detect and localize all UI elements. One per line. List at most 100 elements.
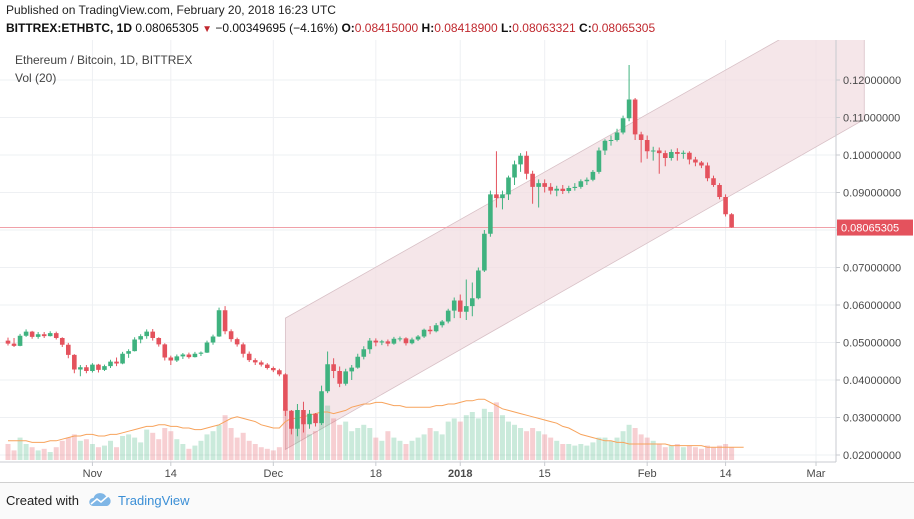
- candle-body: [632, 99, 638, 135]
- low-label: L:: [500, 21, 513, 35]
- candle-body: [500, 194, 505, 199]
- candle-body: [421, 329, 427, 337]
- volume-bar: [487, 412, 493, 460]
- tradingview-brand-link[interactable]: TradingView: [118, 493, 190, 508]
- candle-body: [17, 335, 23, 346]
- candle-body: [120, 353, 125, 364]
- volume-bar: [692, 447, 698, 460]
- candle-body: [463, 306, 469, 312]
- candle-body: [210, 336, 216, 343]
- footer: Created with TradingView: [0, 482, 914, 519]
- volume-bar: [210, 431, 216, 460]
- candle-body: [349, 367, 355, 372]
- x-tick-label: Nov: [83, 468, 103, 480]
- low-value: 0.08063321: [512, 21, 576, 35]
- volume-bar: [373, 437, 379, 460]
- candle-body: [264, 364, 270, 368]
- volume-bar: [572, 445, 578, 460]
- volume-bar: [65, 437, 71, 460]
- candle-body: [162, 344, 168, 358]
- open-label: O:: [341, 21, 355, 35]
- candle-body: [644, 140, 650, 152]
- volume-bar: [204, 434, 210, 460]
- volume-bar: [560, 444, 566, 460]
- volume-bar: [614, 437, 620, 460]
- volume-bar: [451, 418, 457, 460]
- volume-bar: [409, 440, 415, 460]
- volume-bar: [11, 450, 17, 460]
- y-tick-label: 0.02000000: [843, 450, 901, 462]
- tradingview-cloud-icon[interactable]: [87, 492, 113, 513]
- last-price-badge: [837, 219, 913, 236]
- candle-body: [403, 338, 409, 344]
- candle-body: [488, 194, 493, 234]
- candle-body: [572, 186, 578, 188]
- volume-bar: [252, 444, 258, 460]
- volume-bar: [367, 428, 373, 460]
- volume-bar: [566, 444, 572, 460]
- volume-bar: [29, 447, 35, 460]
- candle-body: [59, 338, 65, 345]
- volume-bar: [162, 428, 168, 460]
- volume-bar: [481, 408, 487, 460]
- candle-body: [295, 410, 300, 429]
- volume-bar: [463, 415, 469, 460]
- volume-bar: [156, 439, 162, 460]
- close-value: 0.08065305: [591, 21, 656, 35]
- y-tick-label: 0.05000000: [843, 338, 901, 350]
- volume-bar: [711, 447, 717, 460]
- candle-body: [47, 333, 53, 337]
- volume-bar: [704, 445, 710, 460]
- volume-bar: [114, 447, 120, 460]
- candle-body: [385, 341, 391, 344]
- created-with-text: Created with: [6, 493, 79, 508]
- candle-body: [192, 353, 198, 358]
- x-tick-label: Mar: [807, 468, 826, 480]
- volume-bar: [590, 442, 596, 460]
- volume-bar: [174, 439, 180, 460]
- price-chart[interactable]: 0.12000000 0.11000000 0.10000000 0.09000000…: [0, 40, 914, 482]
- candle-body: [325, 364, 330, 392]
- candle-body: [578, 181, 584, 187]
- volume-bar: [180, 444, 186, 460]
- candle-body: [439, 321, 445, 326]
- candle-body: [258, 362, 264, 365]
- volume-bar: [355, 428, 361, 460]
- volume-bar: [59, 440, 65, 460]
- volume-bar: [23, 444, 29, 460]
- candle-body: [198, 352, 204, 354]
- volume-bar: [723, 444, 729, 460]
- candle-body: [228, 331, 234, 340]
- candle-body: [144, 331, 149, 337]
- candle-body: [506, 177, 511, 195]
- volume-bar: [35, 450, 41, 460]
- candle-body: [656, 150, 662, 154]
- volume-bar: [89, 444, 95, 460]
- volume-bar: [505, 421, 511, 460]
- candle-body: [289, 410, 294, 429]
- volume-bar: [475, 418, 481, 460]
- volume-bar: [294, 424, 300, 460]
- candle-body: [11, 343, 17, 346]
- candle-body: [566, 188, 572, 191]
- candle-body: [445, 310, 451, 322]
- volume-bar: [686, 445, 692, 460]
- volume-bar: [415, 437, 421, 460]
- candle-body: [650, 150, 656, 152]
- published-caption: Published on TradingView.com, February 2…: [6, 3, 336, 17]
- candle-body: [283, 374, 288, 411]
- candle-body: [66, 344, 71, 355]
- volume-bar: [662, 447, 668, 460]
- volume-bar: [427, 428, 433, 460]
- volume-bar: [385, 431, 391, 460]
- volume-bar: [717, 445, 723, 460]
- volume-bar: [216, 424, 222, 460]
- candle-body: [29, 331, 35, 337]
- candle-body: [108, 361, 113, 367]
- volume-bar: [650, 440, 656, 460]
- candle-body: [681, 152, 686, 154]
- x-tick-label: 14: [719, 468, 731, 480]
- x-tick-label: 15: [539, 468, 551, 480]
- volume-bar: [644, 437, 650, 460]
- candle-body: [620, 118, 626, 133]
